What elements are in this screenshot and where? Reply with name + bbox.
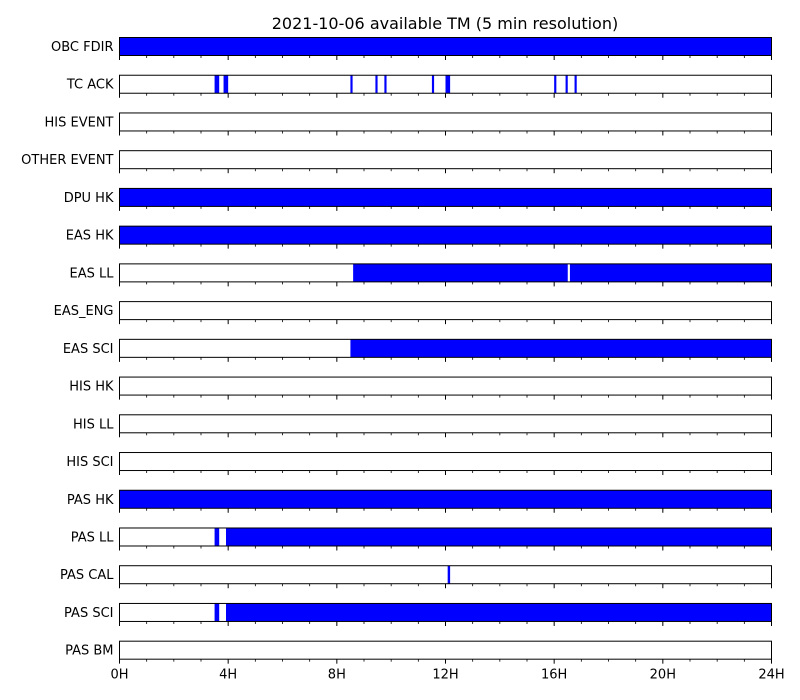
timeline-row: DPU HK [64, 187, 772, 211]
row-label: PAS SCI [64, 606, 113, 621]
availability-bar [214, 527, 220, 546]
chart-rows: OBC FDIR TC ACK HIS EVENT OTHER EVENT DPU HK… [21, 37, 772, 664]
timeline-row: PAS HK [67, 489, 772, 513]
row-frame [119, 452, 772, 472]
x-tick-label: 16H [541, 668, 567, 683]
row-frame [119, 640, 772, 660]
availability-bar [445, 75, 451, 94]
availability-bar [119, 37, 772, 56]
timeline-row: HIS SCI [66, 452, 772, 476]
availability-bar [119, 490, 772, 509]
timeline-row: HIS HK [69, 376, 772, 400]
x-tick-label: 4H [219, 668, 237, 683]
row-label: HIS HK [69, 380, 114, 395]
availability-bar [384, 75, 387, 94]
row-label: EAS HK [66, 229, 114, 244]
timeline-row: EAS HK [66, 225, 772, 249]
row-label: HIS EVENT [45, 115, 114, 130]
availability-bar [574, 75, 577, 94]
timeline-row: EAS SCI [63, 338, 772, 362]
timeline-row: PAS LL [71, 527, 772, 551]
availability-bar [119, 188, 772, 207]
availability-bar [447, 565, 451, 584]
row-frame [119, 150, 772, 170]
row-label: OTHER EVENT [21, 153, 113, 168]
row-label: EAS SCI [63, 342, 114, 357]
row-frame [119, 414, 772, 434]
row-label: DPU HK [64, 191, 114, 206]
availability-bar [225, 603, 772, 622]
row-frame [119, 565, 772, 585]
row-label: TC ACK [66, 78, 114, 93]
x-tick-label: 8H [328, 668, 346, 683]
timeline-row: HIS EVENT [45, 112, 772, 136]
row-label: EAS_ENG [54, 304, 114, 319]
row-label: OBC FDIR [51, 40, 114, 55]
x-tick-label: 12H [432, 668, 458, 683]
row-label: PAS BM [65, 644, 113, 659]
availability-bar [223, 75, 229, 94]
timeline-row: PAS CAL [60, 565, 772, 589]
availability-bar [569, 263, 772, 282]
x-tick-label: 20H [650, 668, 676, 683]
row-label: PAS CAL [60, 568, 114, 583]
x-tick-label: 24H [758, 668, 784, 683]
row-label: EAS LL [70, 266, 115, 281]
availability-bar [350, 75, 353, 94]
row-frame [119, 301, 772, 321]
timeline-row: EAS LL [70, 263, 772, 287]
availability-bar [565, 75, 568, 94]
x-tick-label: 0H [110, 668, 128, 683]
availability-bar [214, 603, 220, 622]
row-label: HIS LL [73, 417, 114, 432]
chart-title: 2021-10-06 available TM (5 min resolutio… [272, 14, 618, 33]
availability-bar [214, 75, 220, 94]
timeline-row: EAS_ENG [54, 301, 772, 325]
timeline-row: HIS LL [73, 414, 772, 438]
availability-bar [350, 339, 772, 358]
row-label: HIS SCI [66, 455, 113, 470]
availability-bar [554, 75, 557, 94]
timeline-row: TC ACK [66, 74, 772, 98]
availability-bar [375, 75, 378, 94]
row-frame [119, 112, 772, 132]
row-frame [119, 376, 772, 396]
x-axis: 0H 4H 8H 12H 16H 20H 24H [110, 668, 784, 683]
timeline-row: PAS BM [65, 640, 772, 664]
availability-bar [119, 226, 772, 245]
timeline-row: OTHER EVENT [21, 150, 772, 174]
row-label: PAS LL [71, 530, 115, 545]
row-label: PAS HK [67, 493, 114, 508]
availability-bar [225, 527, 772, 546]
timeline-row: PAS SCI [64, 602, 772, 626]
timeline-row: OBC FDIR [51, 37, 772, 60]
availability-bar [431, 75, 435, 94]
availability-bar [353, 263, 568, 282]
